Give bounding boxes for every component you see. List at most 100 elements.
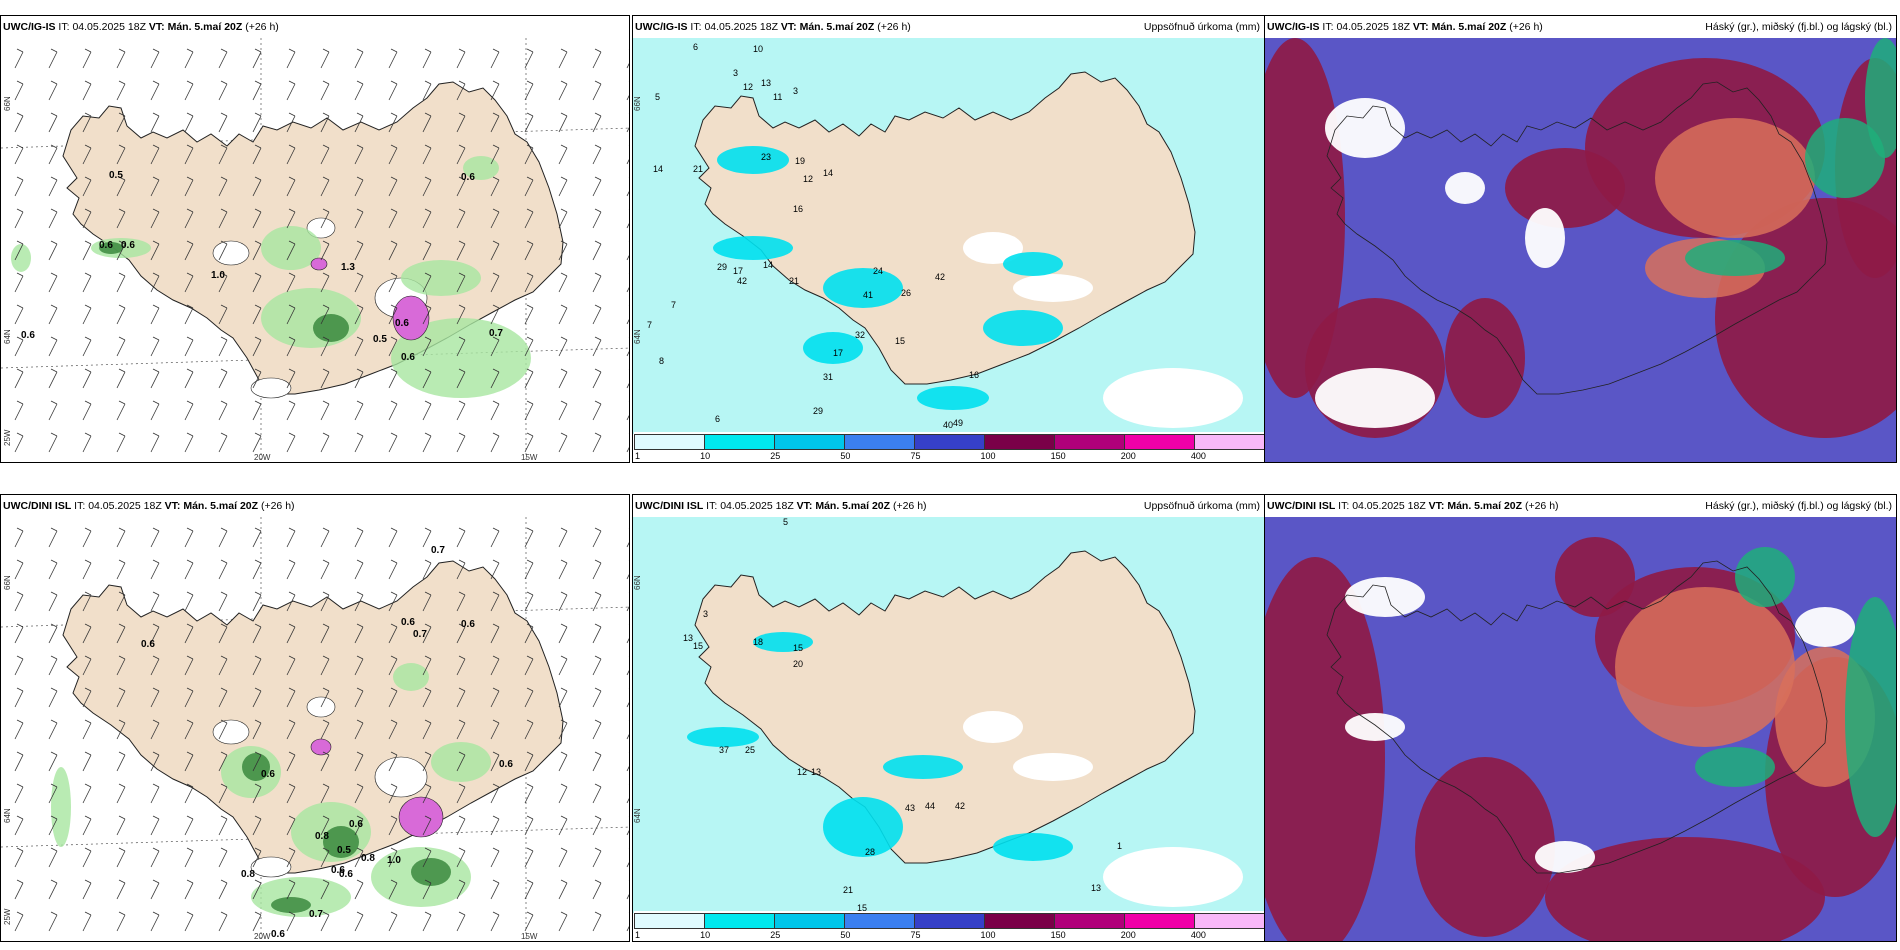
colorbar-label: 10 bbox=[700, 451, 711, 461]
wind-barb-icon bbox=[524, 336, 534, 357]
wind-barb-icon bbox=[490, 783, 500, 804]
wind-barb-icon bbox=[388, 176, 398, 197]
model-label: UWC/IG-IS bbox=[1267, 21, 1320, 33]
clear-sky-area bbox=[1535, 841, 1595, 873]
mixed-cloud-area bbox=[1655, 118, 1815, 238]
wind-value-label: 0.8 bbox=[241, 869, 255, 880]
wind-barb-icon bbox=[82, 432, 92, 453]
wind-barb-icon bbox=[320, 144, 330, 165]
it-label: IT: bbox=[706, 500, 718, 512]
precip-value-label: 5 bbox=[783, 517, 788, 527]
wind-barb-icon bbox=[320, 272, 330, 293]
wind-barb-icon bbox=[14, 400, 24, 421]
wind-barb-icon bbox=[456, 304, 466, 325]
wind-barb-icon bbox=[320, 559, 330, 580]
wind-barb-icon bbox=[388, 911, 398, 932]
wind-barb-icon bbox=[286, 655, 296, 676]
wind-barb-icon bbox=[286, 176, 296, 197]
wind-barb-icon bbox=[184, 591, 194, 612]
wind-barb-icon bbox=[320, 208, 330, 229]
wind-barb-icon bbox=[388, 208, 398, 229]
wind-barb-icon bbox=[456, 655, 466, 676]
wind-barb-icon bbox=[82, 208, 92, 229]
wind-barb-icon bbox=[490, 208, 500, 229]
wind-barb-icon bbox=[490, 879, 500, 900]
wind-value-label: 0.6 bbox=[461, 172, 475, 183]
wind-panel-top: UWC/IG-IS IT: 04.05.2025 18Z VT: Mán. 5.… bbox=[0, 15, 630, 463]
wind-barb-icon bbox=[592, 240, 602, 261]
wind-barb-icon bbox=[354, 623, 364, 644]
lat-label-64: 64N bbox=[3, 808, 12, 823]
mid-cloud-area bbox=[1415, 757, 1555, 937]
wind-barb-icon bbox=[82, 240, 92, 261]
wind-barb-icon bbox=[558, 655, 568, 676]
wind-barb-icon bbox=[184, 400, 194, 421]
precip-area bbox=[883, 755, 963, 779]
wind-barb-icon bbox=[116, 304, 126, 325]
precip-value-label: 28 bbox=[865, 847, 875, 857]
wind-barb-icon bbox=[150, 400, 160, 421]
wind-barb-icon bbox=[354, 80, 364, 101]
wind-barb-icon bbox=[252, 687, 262, 708]
wind-barb-icon bbox=[320, 48, 330, 69]
panel-header: UWC/IG-IS IT: 04.05.2025 18Z VT: Mán. 5.… bbox=[633, 16, 1264, 38]
wind-barb-icon bbox=[116, 272, 126, 293]
wind-barb-icon bbox=[150, 719, 160, 740]
wind-barb-icon bbox=[116, 815, 126, 836]
mid-cloud-area bbox=[1445, 298, 1525, 418]
wind-barb-icon bbox=[558, 400, 568, 421]
wind-barb-icon bbox=[184, 144, 194, 165]
wind-barb-icon bbox=[490, 432, 500, 453]
wind-barb-icon bbox=[388, 80, 398, 101]
wind-barb-icon bbox=[48, 112, 58, 133]
precip-value-label: 43 bbox=[905, 803, 915, 813]
wind-barb-icon bbox=[116, 527, 126, 548]
precip-area bbox=[983, 310, 1063, 346]
wind-barb-icon bbox=[184, 879, 194, 900]
vt-label: VT: bbox=[1412, 21, 1429, 33]
wind-barb-icon bbox=[422, 719, 432, 740]
wind-barb-icon bbox=[286, 48, 296, 69]
wind-barb-icon bbox=[626, 912, 629, 932]
wind-barb-icon bbox=[82, 815, 92, 836]
colorbar-swatch bbox=[705, 914, 775, 928]
wind-barb-icon bbox=[48, 304, 58, 325]
wind-barb-icon bbox=[456, 208, 466, 229]
wind-value-label: 0.6 bbox=[141, 639, 155, 650]
wind-barb-icon bbox=[524, 559, 534, 580]
precip-value-label: 1 bbox=[1117, 841, 1122, 851]
wind-barb-icon bbox=[422, 655, 432, 676]
wind-value-label: 0.5 bbox=[373, 334, 387, 345]
precip-value-label: 14 bbox=[823, 168, 833, 178]
wind-barb-icon bbox=[286, 80, 296, 101]
wind-barb-icon bbox=[354, 559, 364, 580]
wind-barb-icon bbox=[626, 880, 629, 900]
wind-barb-icon bbox=[388, 815, 398, 836]
wind-barb-icon bbox=[388, 112, 398, 133]
wind-barb-icon bbox=[252, 783, 262, 804]
wind-barb-icon bbox=[592, 144, 602, 165]
it-value: 04.05.2025 18Z bbox=[1336, 21, 1410, 33]
wind-barb-icon bbox=[524, 208, 534, 229]
precip-area bbox=[717, 146, 789, 174]
wind-barb-icon bbox=[184, 80, 194, 101]
wind-barb-icon bbox=[184, 432, 194, 453]
wind-barb-icon bbox=[456, 879, 466, 900]
wind-barb-icon bbox=[82, 879, 92, 900]
wind-barb-icon bbox=[422, 80, 432, 101]
wind-barb-icon bbox=[422, 208, 432, 229]
wind-barb-icon bbox=[150, 304, 160, 325]
wind-barb-icon bbox=[388, 623, 398, 644]
wind-value-label: 0.6 bbox=[349, 819, 363, 830]
wind-value-label: 1.0 bbox=[211, 270, 225, 281]
wind-barb-icon bbox=[456, 623, 466, 644]
wind-barb-icon bbox=[184, 783, 194, 804]
iceland-land bbox=[62, 560, 564, 874]
wind-barb-icon bbox=[456, 815, 466, 836]
wind-value-label: 0.7 bbox=[309, 909, 323, 920]
wind-barb-icon bbox=[456, 751, 466, 772]
wind-barb-icon bbox=[626, 784, 629, 804]
wind-barb-icon bbox=[116, 719, 126, 740]
panel-header: UWC/IG-IS IT: 04.05.2025 18Z VT: Mán. 5.… bbox=[1, 16, 629, 38]
wind-barb-icon bbox=[218, 240, 228, 261]
